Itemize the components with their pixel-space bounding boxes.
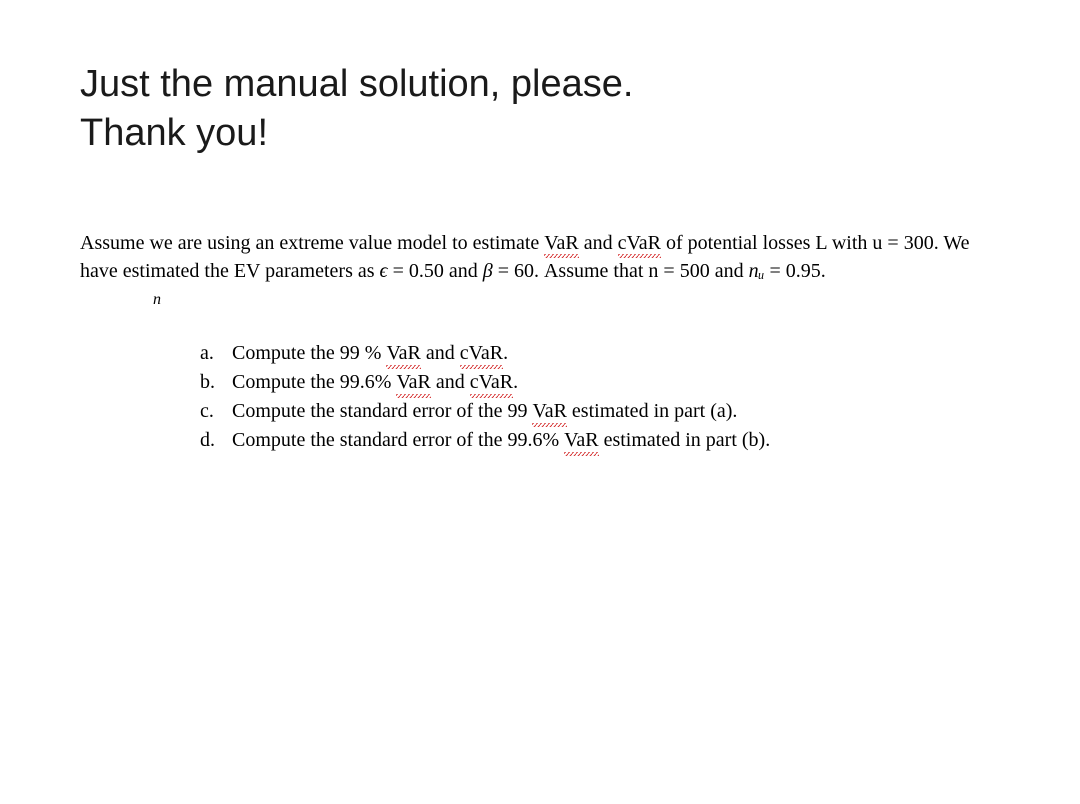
beta-symbol: β <box>483 260 493 282</box>
squiggle-var: VaR <box>544 229 578 257</box>
item-marker: d. <box>200 426 218 455</box>
item-text: Compute the 99 % VaR and cVaR. <box>232 339 508 368</box>
squiggle-var: VaR <box>386 339 420 368</box>
question-list: a. Compute the 99 % VaR and cVaR. b. Com… <box>80 339 1000 455</box>
request-heading: Just the manual solution, please. Thank … <box>80 60 1000 159</box>
heading-line-1: Just the manual solution, please. <box>80 60 1000 109</box>
squiggle-var: VaR <box>532 397 566 426</box>
squiggle-var: VaR <box>564 426 598 455</box>
nu-numerator: nᵤ <box>749 260 765 282</box>
intro-text-2: and <box>579 232 618 254</box>
item-marker: a. <box>200 339 218 368</box>
heading-line-2: Thank you! <box>80 109 1000 158</box>
epsilon-symbol: ϵ <box>380 260 388 282</box>
item-marker: c. <box>200 397 218 426</box>
intro-text-4: = 0.50 and <box>388 260 483 282</box>
squiggle-cvar: cVaR <box>618 229 661 257</box>
intro-text-6: = 0.95. <box>764 260 825 282</box>
list-item: a. Compute the 99 % VaR and cVaR. <box>200 339 1000 368</box>
squiggle-var: VaR <box>396 368 430 397</box>
fraction-denominator: n <box>80 291 1000 309</box>
item-text: Compute the 99.6% VaR and cVaR. <box>232 368 518 397</box>
list-item: d. Compute the standard error of the 99.… <box>200 426 1000 455</box>
intro-text-5: = 60. Assume that n = 500 and <box>493 260 749 282</box>
list-item: c. Compute the standard error of the 99 … <box>200 397 1000 426</box>
item-marker: b. <box>200 368 218 397</box>
problem-intro: Assume we are using an extreme value mod… <box>80 229 1000 285</box>
list-item: b. Compute the 99.6% VaR and cVaR. <box>200 368 1000 397</box>
item-text: Compute the standard error of the 99.6% … <box>232 426 770 455</box>
item-text: Compute the standard error of the 99 VaR… <box>232 397 737 426</box>
squiggle-cvar: cVaR <box>460 339 503 368</box>
intro-text-1: Assume we are using an extreme value mod… <box>80 232 544 254</box>
squiggle-cvar: cVaR <box>470 368 513 397</box>
